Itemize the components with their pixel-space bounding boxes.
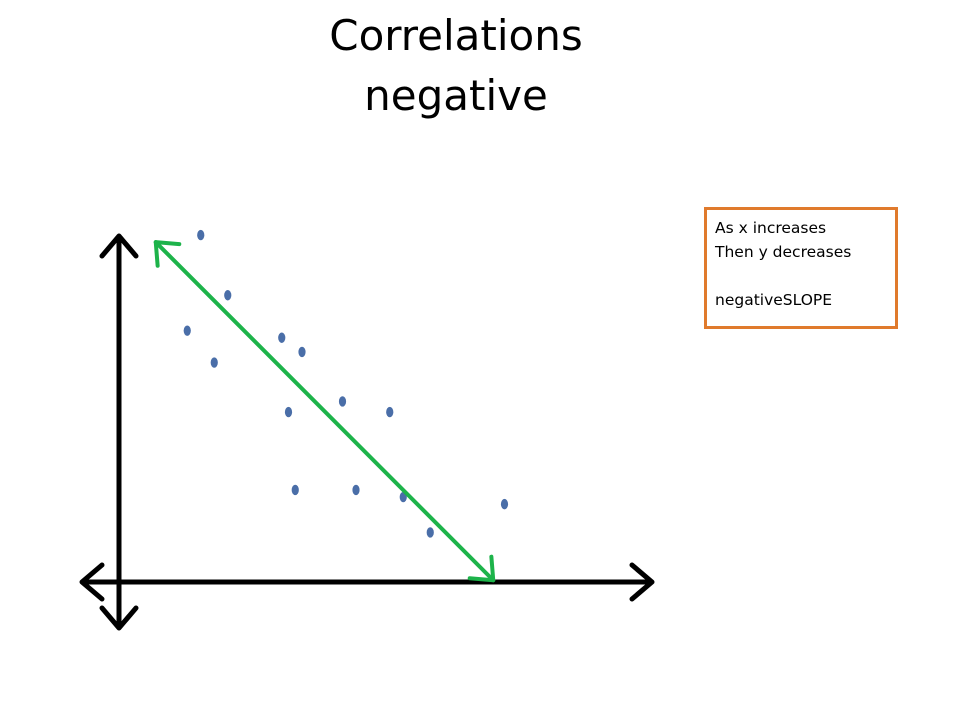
y-axis-up-arrow xyxy=(99,233,139,259)
note-line-2: Then y decreases xyxy=(715,243,852,261)
data-point-1 xyxy=(197,229,205,241)
note-box: As x increases Then y decreases negative… xyxy=(704,207,898,329)
slide-title: Correlations negative xyxy=(0,6,912,126)
data-point-5 xyxy=(278,332,286,343)
x-axis-left-arrow xyxy=(79,562,105,602)
data-point-4 xyxy=(210,357,218,368)
data-points xyxy=(183,229,509,538)
data-point-2 xyxy=(224,290,232,301)
trend-line xyxy=(153,240,496,583)
note-line-3: negativeSLOPE xyxy=(715,291,833,309)
data-point-9 xyxy=(386,406,394,418)
data-point-14 xyxy=(500,498,509,510)
data-point-6 xyxy=(298,346,306,358)
title-line-2: negative xyxy=(364,71,548,120)
data-point-10 xyxy=(291,484,299,496)
title-line-1: Correlations xyxy=(329,11,583,60)
trend-line-end-arrow xyxy=(467,554,496,583)
axes xyxy=(79,233,655,631)
x-axis-right-arrow xyxy=(629,562,655,602)
note-spacer xyxy=(715,264,889,288)
trend-line-start-arrow xyxy=(153,240,182,268)
y-axis-down-arrow xyxy=(99,605,139,631)
data-point-13 xyxy=(426,527,434,538)
note-line-1: As x increases xyxy=(715,219,827,237)
data-point-7 xyxy=(284,406,293,418)
data-point-3 xyxy=(183,325,191,336)
data-point-8 xyxy=(338,396,347,407)
trend-line-group xyxy=(153,240,496,583)
data-point-11 xyxy=(352,484,360,496)
